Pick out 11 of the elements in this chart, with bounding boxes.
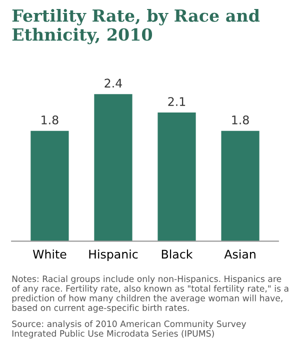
x-tick-label: Hispanic <box>89 250 138 261</box>
source-note: Source: analysis of 2010 American Community Survey Integrated Public Use Microdata Series (IPUMS) <box>12 320 246 338</box>
x-tick-label: Asian <box>224 250 256 259</box>
data-label: 1.8 <box>232 115 249 124</box>
data-label: 1.8 <box>42 115 58 124</box>
data-label: 2.4 <box>104 78 122 88</box>
data-label: 2.1 <box>168 97 186 106</box>
x-tick-label: Black <box>162 250 193 259</box>
chart-title: Fertility Rate, by Race and Ethnicity, 2010 <box>12 9 260 44</box>
x-tick-label: White <box>32 250 66 259</box>
text: Notes: Racial groups include only non-Hispanics. Hispanics are of any race. Fertility rate, also known as "total fertility rate," is a prediction of how many children the average woman will have, based on current age-specific birth rates. <box>12 275 288 313</box>
